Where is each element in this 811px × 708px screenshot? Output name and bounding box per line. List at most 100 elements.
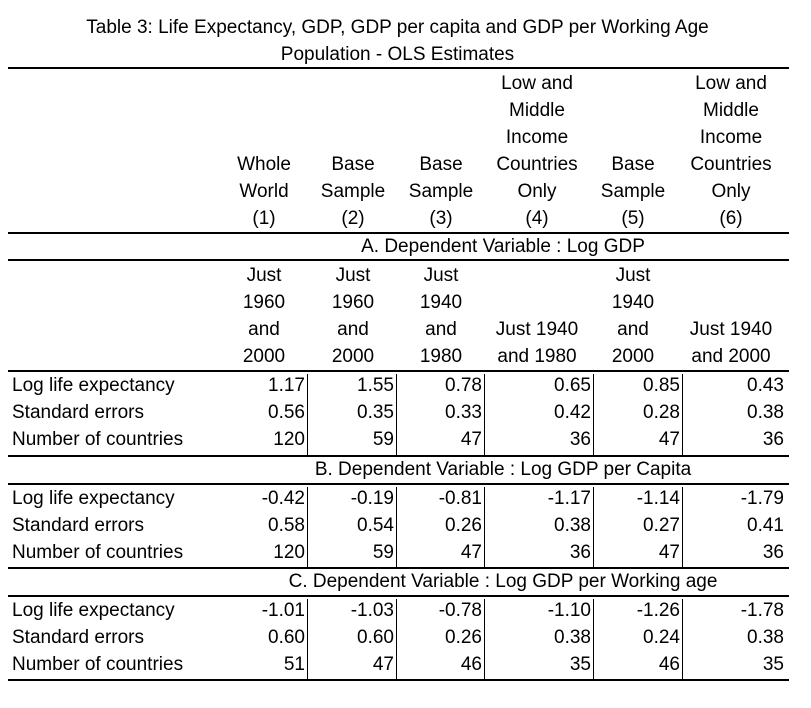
table-cell-value: -1.26 bbox=[636, 600, 680, 621]
table-cell-value: -1.03 bbox=[350, 600, 394, 621]
table-cell-value: 47 bbox=[372, 654, 394, 675]
period-header-text: 1940 bbox=[419, 292, 463, 313]
row-label: Log life expectancy bbox=[12, 375, 175, 396]
column-divider bbox=[396, 599, 397, 679]
row-label: Number of countries bbox=[12, 429, 184, 450]
table-cell-value: 51 bbox=[283, 654, 305, 675]
column-header-text: Countries bbox=[690, 154, 772, 175]
table-cell-value: 36 bbox=[569, 429, 591, 450]
column-header-text: Only bbox=[711, 181, 751, 202]
table-cell-value: 0.38 bbox=[554, 627, 591, 648]
table-cell-value: 0.28 bbox=[643, 402, 680, 423]
table-cell-value: 36 bbox=[762, 542, 784, 563]
table-cell-value: 59 bbox=[372, 542, 394, 563]
period-header-text: Just bbox=[423, 265, 459, 286]
column-divider bbox=[593, 599, 594, 679]
panel-bottom-rule bbox=[8, 455, 789, 457]
panel-heading-rule bbox=[8, 259, 789, 261]
period-header-text: Just 1940 bbox=[689, 319, 773, 340]
table-cell-value: -1.14 bbox=[636, 488, 680, 509]
column-header-text: Whole bbox=[237, 154, 291, 175]
column-header-text: Middle bbox=[703, 100, 759, 121]
column-divider bbox=[484, 374, 485, 455]
column-header-text: Low and bbox=[695, 73, 767, 94]
table-cell-value: -0.19 bbox=[350, 488, 394, 509]
column-divider bbox=[682, 599, 683, 679]
table-cell-value: 0.85 bbox=[643, 375, 680, 396]
panel-heading: C. Dependent Variable : Log GDP per Work… bbox=[288, 571, 718, 592]
table-cell-value: -0.78 bbox=[438, 600, 482, 621]
column-header-text: Middle bbox=[509, 100, 565, 121]
period-header-text: Just bbox=[246, 265, 282, 286]
panel-heading: B. Dependent Variable : Log GDP per Capi… bbox=[314, 459, 692, 480]
row-label: Number of countries bbox=[12, 542, 184, 563]
column-divider bbox=[484, 599, 485, 679]
table-title: Table 3: Life Expectancy, GDP, GDP per c… bbox=[86, 17, 709, 38]
table-cell-value: 47 bbox=[658, 429, 680, 450]
table-cell-value: 0.58 bbox=[268, 515, 305, 536]
column-divider bbox=[593, 487, 594, 567]
table-cell-value: 0.60 bbox=[268, 627, 305, 648]
column-header-text: Sample bbox=[600, 181, 666, 202]
column-header-text: World bbox=[239, 181, 289, 202]
table-cell-value: 0.38 bbox=[747, 627, 784, 648]
table-cell-value: 59 bbox=[372, 429, 394, 450]
column-header-text: Base bbox=[331, 154, 375, 175]
period-header-text: and 1980 bbox=[497, 346, 577, 367]
panel-bottom-rule bbox=[8, 679, 789, 681]
table-cell-value: 46 bbox=[460, 654, 482, 675]
period-header-text: and bbox=[425, 319, 457, 340]
table-cell-value: 35 bbox=[569, 654, 591, 675]
header-rule bbox=[8, 232, 789, 234]
period-header-text: 2000 bbox=[611, 346, 655, 367]
table-cell-value: 0.65 bbox=[554, 375, 591, 396]
panel-heading: A. Dependent Variable : Log GDP bbox=[361, 236, 645, 257]
table-cell-value: -0.42 bbox=[261, 488, 305, 509]
table-cell-value: 0.27 bbox=[643, 515, 680, 536]
column-header-text: Base bbox=[419, 154, 463, 175]
table-cell-value: 0.38 bbox=[747, 402, 784, 423]
panel-heading-rule bbox=[8, 483, 789, 485]
table-cell-value: 36 bbox=[762, 429, 784, 450]
column-header-text: Low and bbox=[501, 73, 573, 94]
column-header-text: (6) bbox=[719, 208, 743, 229]
column-divider bbox=[396, 374, 397, 455]
column-divider bbox=[307, 599, 308, 679]
period-header-text: 1980 bbox=[419, 346, 463, 367]
table-cell-value: 36 bbox=[569, 542, 591, 563]
column-header-text: (2) bbox=[341, 208, 365, 229]
table-cell-value: -1.01 bbox=[261, 600, 305, 621]
table-cell-value: -1.10 bbox=[547, 600, 591, 621]
row-label: Standard errors bbox=[12, 402, 145, 423]
period-rule bbox=[8, 370, 789, 372]
table-cell-value: -1.17 bbox=[547, 488, 591, 509]
column-header-text: Base bbox=[611, 154, 655, 175]
period-header-text: 1960 bbox=[242, 292, 286, 313]
table-cell-value: 47 bbox=[460, 542, 482, 563]
table-cell-value: 0.24 bbox=[643, 627, 680, 648]
period-header-text: 1940 bbox=[611, 292, 655, 313]
column-header-text: Sample bbox=[320, 181, 386, 202]
column-header-text: Income bbox=[505, 127, 569, 148]
table-cell-value: 35 bbox=[762, 654, 784, 675]
column-header-text: Countries bbox=[496, 154, 578, 175]
period-header-text: and bbox=[337, 319, 369, 340]
row-label: Log life expectancy bbox=[12, 488, 175, 509]
table-cell-value: 0.41 bbox=[747, 515, 784, 536]
period-header-text: and 2000 bbox=[691, 346, 771, 367]
column-divider bbox=[396, 487, 397, 567]
panel-bottom-rule bbox=[8, 567, 789, 569]
row-label: Standard errors bbox=[12, 515, 145, 536]
period-header-text: Just bbox=[615, 265, 651, 286]
column-header-text: (3) bbox=[429, 208, 453, 229]
period-header-text: 1960 bbox=[331, 292, 375, 313]
table-cell-value: 0.43 bbox=[747, 375, 784, 396]
column-divider bbox=[307, 374, 308, 455]
table-cell-value: 0.38 bbox=[554, 515, 591, 536]
period-header-text: 2000 bbox=[331, 346, 375, 367]
table-cell-value: -1.78 bbox=[740, 600, 784, 621]
row-label: Number of countries bbox=[12, 654, 184, 675]
table-cell-value: 0.26 bbox=[445, 627, 482, 648]
column-header-text: Income bbox=[699, 127, 763, 148]
